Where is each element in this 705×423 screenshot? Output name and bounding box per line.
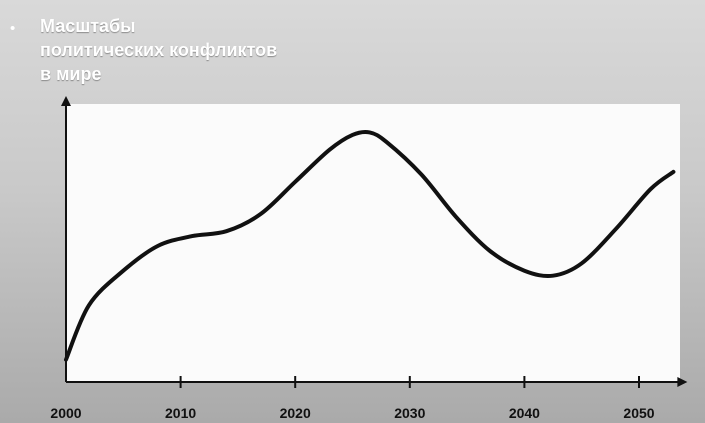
x-axis-arrow [677, 377, 688, 387]
plot-area [66, 104, 680, 382]
slide-title: Масштабы политических конфликтов в мире [40, 14, 277, 86]
series-group [64, 129, 676, 362]
x-tick-label: 2040 [509, 405, 540, 421]
series-line [64, 129, 676, 362]
x-tick-label: 2020 [280, 405, 311, 421]
axes [61, 96, 688, 387]
x-ticks: 2000 2010 2020 2030 2040 2050 [50, 376, 655, 421]
slide-title-line-2: политических конфликтов [40, 40, 278, 60]
x-tick-label: 2000 [50, 405, 81, 421]
x-tick-label: 2010 [165, 405, 196, 421]
slide-title-line-3: в мире [40, 64, 102, 84]
bullet-marker: • [10, 20, 16, 37]
x-tick-label: 2030 [394, 405, 425, 421]
slide-title-line-1: Масштабы [40, 16, 136, 36]
y-axis-arrow [61, 96, 71, 106]
x-tick-label: 2050 [623, 405, 654, 421]
title-block: • Масштабы политических конфликтов в мир… [10, 14, 277, 86]
